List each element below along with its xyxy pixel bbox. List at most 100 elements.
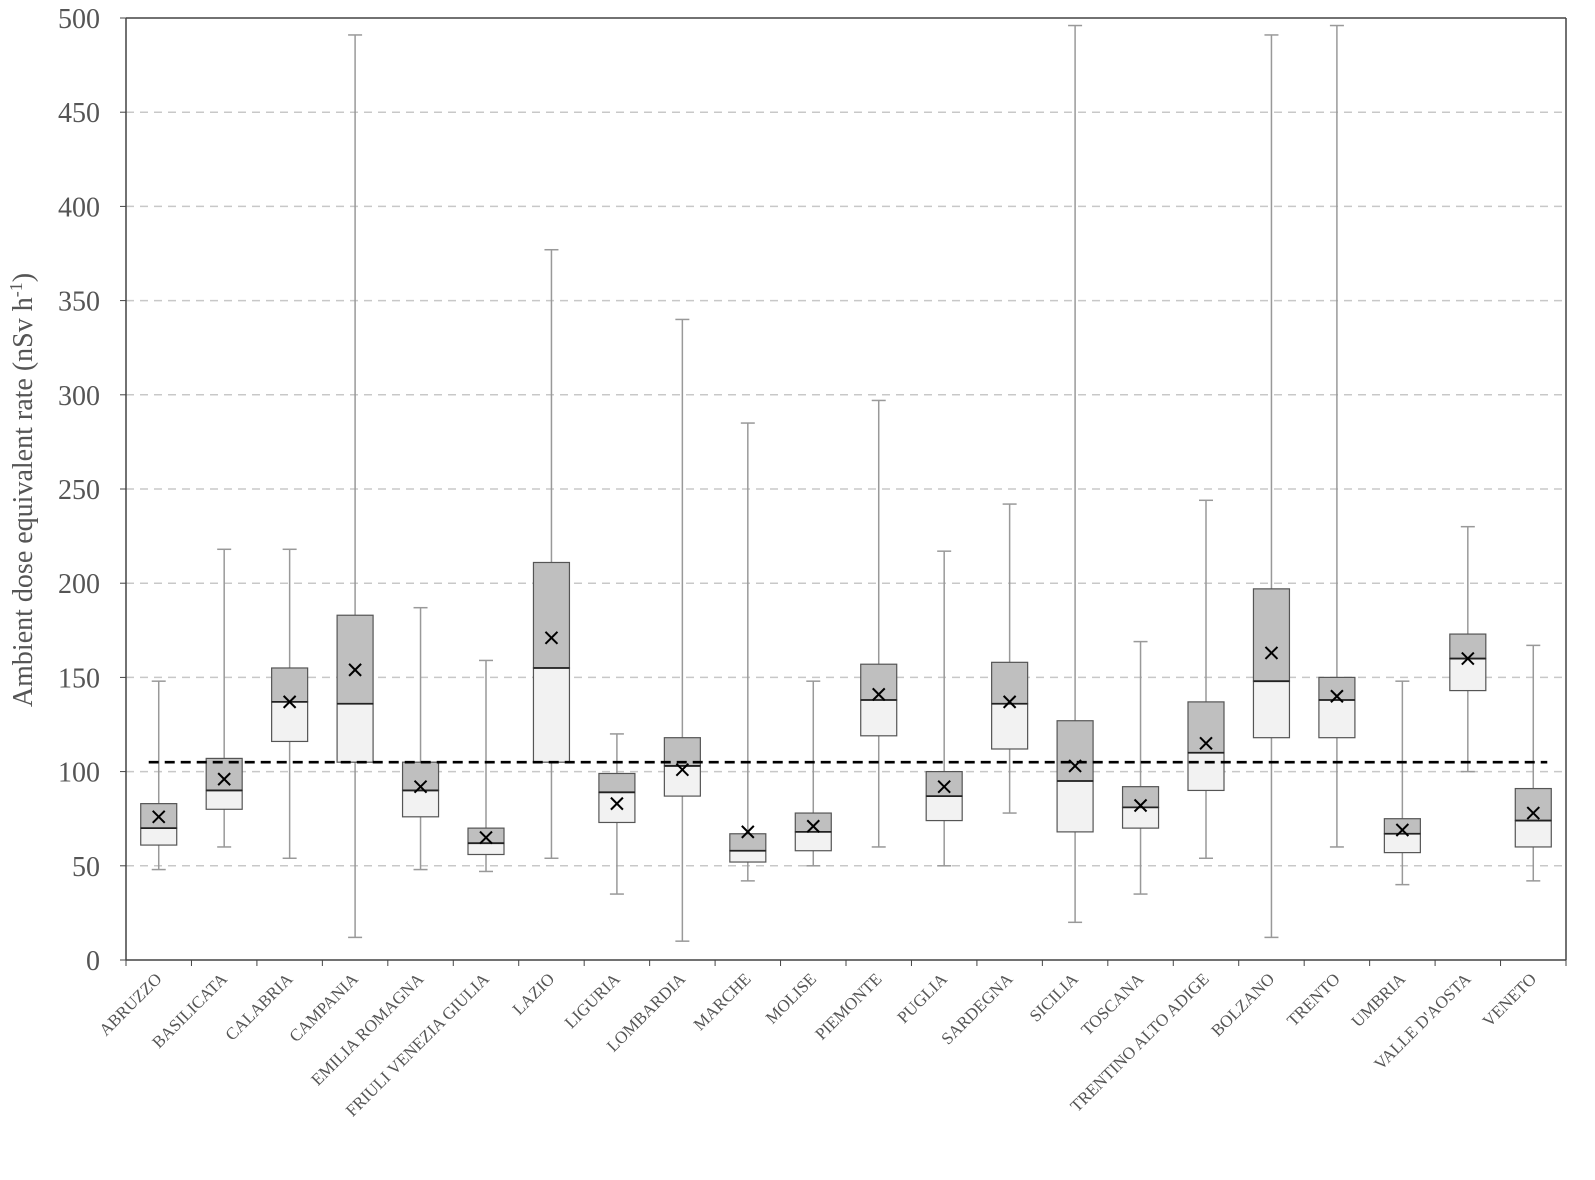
grid-lines (126, 111, 1566, 867)
box-marche (729, 422, 767, 882)
y-tick-label: 350 (58, 287, 100, 318)
mean-marker-b (1002, 695, 1017, 709)
boxes (140, 24, 1552, 942)
upper-quartile-box (1252, 588, 1291, 682)
box-piemonte (860, 399, 898, 848)
y-tick-label: 300 (58, 381, 100, 412)
box-valle-d-aosta (1449, 525, 1487, 773)
box-puglia (925, 550, 963, 867)
lower-quartile-box (467, 842, 505, 856)
upper-quartile-box (598, 772, 636, 793)
box-basilicata (205, 548, 243, 848)
box-lombardia (663, 318, 701, 942)
box-toscana (1121, 640, 1160, 895)
lower-quartile-box (401, 789, 440, 818)
upper-quartile-box (532, 561, 571, 669)
x-tick-label: LIGURIA (561, 969, 624, 1032)
x-tick-label: LAZIO (509, 969, 558, 1018)
mean-marker-b (1330, 689, 1344, 703)
mean-marker-b (1526, 806, 1540, 820)
y-axis-label: Ambient dose equivalent rate (nSv h-1) (6, 273, 39, 707)
y-tick-label: 100 (58, 758, 100, 789)
upper-quartile-box (991, 661, 1029, 705)
upper-quartile-box (271, 667, 309, 703)
lower-quartile-box (1121, 806, 1160, 829)
y-tick-labels: 0 50 100 150 200 250 300 350 400 450 500 (58, 4, 100, 977)
x-tick-label: ABRUZZO (95, 969, 165, 1039)
lower-quartile-box (925, 795, 963, 822)
box-lazio (532, 248, 571, 860)
lower-quartile-box (1187, 752, 1225, 792)
x-tick-label: PUGLIA (893, 969, 951, 1027)
mean-marker-b (741, 825, 755, 839)
box-campania (336, 34, 374, 939)
box-umbria (1383, 680, 1421, 886)
lower-quartile-box (271, 701, 309, 743)
lower-quartile-box (1514, 819, 1552, 848)
box-veneto (1514, 644, 1552, 882)
upper-quartile-box (1187, 701, 1225, 754)
y-tick-label: 250 (58, 475, 100, 506)
x-tick-label: MARCHE (690, 969, 755, 1034)
y-tick-label: 500 (58, 4, 100, 35)
x-tick-label: SARDEGNA (938, 969, 1017, 1048)
x-tick-label: SICILIA (1026, 969, 1083, 1026)
x-tick-label: TOSCANA (1077, 969, 1147, 1039)
mean-marker-b (675, 763, 690, 777)
mean-marker-b (282, 695, 297, 709)
lower-quartile-box (794, 831, 832, 852)
mean-marker-b (937, 779, 951, 794)
x-tick-label: TRENTINO ALTO ADIGE (1066, 969, 1212, 1115)
box-calabria (271, 548, 309, 860)
upper-quartile-box (205, 757, 243, 792)
mean-marker-b (413, 779, 428, 794)
mean-marker-b (217, 772, 231, 786)
mean-marker-b (1264, 646, 1279, 660)
upper-quartile-box (925, 770, 963, 797)
lower-quartile-box (860, 699, 898, 737)
lower-quartile-box (532, 667, 571, 763)
x-tick-label: UMBRIA (1348, 969, 1410, 1031)
lower-quartile-box (1449, 657, 1487, 692)
mean-marker-b (544, 631, 559, 645)
lower-quartile-box (991, 703, 1029, 750)
mean-marker-b (152, 810, 166, 824)
mean-marker-b (1395, 823, 1410, 837)
upper-quartile-box (467, 827, 505, 844)
box-friuli-venezia-giulia (467, 659, 505, 873)
x-tick-label: EMILIA ROMAGNA (307, 969, 427, 1089)
mean-marker-b (1133, 798, 1148, 813)
box-trentino-alto-adige (1187, 499, 1225, 860)
mean-marker-b (872, 687, 886, 702)
lower-quartile-box (1318, 699, 1356, 739)
y-tick-label: 0 (86, 946, 100, 977)
upper-quartile-box (729, 833, 767, 852)
upper-quartile-box (336, 614, 374, 705)
x-tick-label: MOLISE (762, 969, 820, 1027)
upper-quartile-box (794, 812, 832, 833)
y-tick-label: 450 (58, 98, 100, 129)
upper-quartile-box (1449, 633, 1487, 660)
lower-quartile-box (1383, 833, 1421, 854)
x-tick-label: BOLZANO (1207, 969, 1278, 1040)
y-tick-label: 400 (58, 192, 100, 223)
box-sardegna (991, 503, 1029, 814)
x-tick-label: PIEMONTE (811, 969, 885, 1043)
upper-quartile-box (1514, 787, 1552, 822)
upper-quartile-box (1056, 720, 1094, 782)
lower-quartile-box (1056, 780, 1094, 833)
box-emilia-romagna (401, 606, 440, 871)
mean-marker-b (806, 819, 820, 833)
box-trento (1318, 24, 1356, 848)
axes (120, 17, 1567, 966)
box-molise (794, 680, 832, 867)
mean-marker-b (348, 663, 362, 677)
lower-quartile-box (205, 789, 243, 810)
lower-quartile-box (598, 791, 636, 824)
upper-quartile-box (1383, 818, 1421, 835)
x-tick-labels: ABRUZZOBASILICATACALABRIACAMPANIAEMILIA … (95, 969, 1540, 1120)
y-tick-label: 200 (58, 569, 100, 600)
lower-quartile-box (140, 827, 178, 846)
